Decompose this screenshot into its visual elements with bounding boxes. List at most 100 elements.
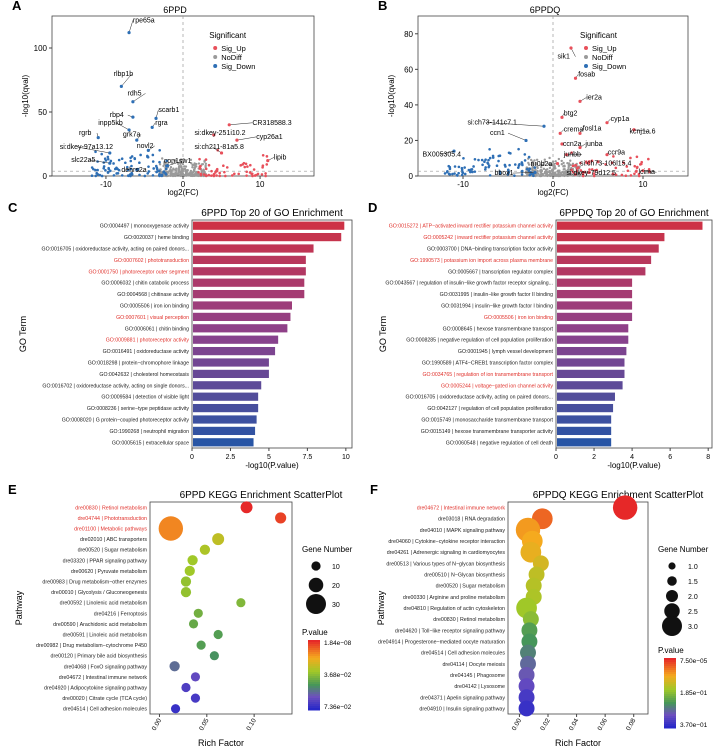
point-sig-up [237,172,240,176]
point-nodiff [193,162,196,165]
point-sig-down [498,170,502,173]
go-term-label: GO:0007602 | phototransduction [114,258,189,264]
label-leader [485,122,545,127]
go-bar [193,324,288,333]
point-sig-down [154,164,158,168]
pathway-point [612,495,638,520]
label-leader [440,150,455,155]
gene-label: nr0b2a [531,161,553,168]
y-axis-label: Pathway [376,590,386,625]
go-term-label: GO:0043567 | regulation of insulin−like … [385,281,553,287]
point-sig-down [94,150,97,154]
point-nodiff [185,169,188,172]
point-nodiff [169,166,173,169]
point-nodiff [554,160,557,163]
size-legend-title: Gene Number [302,545,353,554]
gene-label: si:ch73-106l15.4 [580,160,631,167]
point-sig-up [212,172,216,176]
color-legend-swatch [308,690,320,693]
point-sig-down [151,174,155,177]
point-sig-down [457,165,461,169]
gene-label: rpe65a [133,17,155,24]
point-nodiff [539,166,543,169]
point-sig-up [197,170,200,174]
point-nodiff [568,174,571,177]
point-nodiff [548,169,551,173]
point-nodiff [562,161,565,165]
labelled-point [219,151,224,155]
go-term-label: GO:0042127 | regulation of cell populati… [427,406,553,412]
point-sig-up [250,172,254,176]
point-sig-down [462,157,465,160]
color-legend-label: 1.85e−01 [680,690,708,697]
color-legend-swatch [308,702,320,705]
pathway-label: dre04261 | Adrenergic signaling in cardi… [387,550,506,556]
pathway-label: dre04114 | Oocyte meiosis [442,662,505,668]
go-bar [557,392,615,401]
point-sig-down [164,173,168,176]
point-sig-up [629,156,632,160]
point-sig-down [165,159,168,163]
point-nodiff [190,162,193,165]
point-sig-down [497,159,500,163]
color-legend-swatch [308,646,320,649]
point-sig-up [612,155,615,158]
pathway-point [518,700,535,717]
labelled-point [605,121,609,125]
labelled-point [605,153,609,157]
go-term-label: GO:0004568 | chitinase activity [117,292,189,298]
point-nodiff [160,157,164,160]
plot-frame [191,219,353,449]
go-term-label: GO:0008285 | negative regulation of cell… [406,338,553,344]
go-term-label: GO:0031995 | insulin−like growth factor … [440,292,553,298]
go-term-label: GO:0005506 | iron ion binding [120,304,189,310]
point-sig-up [199,173,203,177]
point-sig-down [109,169,112,173]
point-nodiff [531,165,534,169]
go-term-label: GO:0015272 | ATP−activated inward rectif… [389,224,554,230]
pathway-label: dre04620 | Toll−like receptor signaling … [395,628,505,634]
point-nodiff [542,163,545,167]
point-nodiff [193,164,197,167]
pathway-point [180,576,192,587]
go-term-label: GO:0031994 | insulin−like growth factor … [441,304,553,310]
point-sig-down [90,174,94,178]
point-sig-down [472,165,475,168]
pathway-label: dre00520 | Sugar metabolism [78,548,148,554]
labelled-point [108,151,112,155]
pathway-label: dre04514 | Cell adhesion molecules [421,651,505,657]
point-nodiff [177,165,181,168]
point-nodiff [551,160,555,164]
y-tick-label: 0 [409,172,414,181]
point-sig-down [120,174,124,177]
point-nodiff [162,164,165,168]
gene-label: BX005305.4 [423,151,462,158]
legend-marker [213,64,218,68]
point-sig-up [198,165,202,168]
go-term-label: GO:0001945 | lymph vessel development [458,349,554,355]
point-sig-down [498,172,502,176]
point-nodiff [195,174,199,177]
point-sig-down [129,159,133,163]
pathway-point [213,629,223,640]
go-bar [193,244,314,253]
point-nodiff [527,163,531,166]
label-leader [512,172,536,174]
pathway-label: dre00983 | Drug metabolism−other enzymes [42,580,147,586]
point-sig-up [215,174,218,177]
size-legend-marker [308,577,324,593]
gene-label: ccr9a [608,150,625,157]
point-sig-up [204,167,208,171]
point-sig-down [486,162,490,165]
color-legend-swatch [664,706,676,709]
size-legend-marker [667,576,677,586]
go-bar [557,301,633,310]
labelled-point [146,148,150,152]
go-term-label: GO:0015749 | monosaccharide transmembran… [421,418,553,424]
pathway-point [184,565,195,577]
go-term-label: GO:0016702 | oxidoreductase activity, ac… [42,383,189,389]
point-nodiff [549,163,552,167]
pathway-label: dre04910 | Insulin signaling pathway [419,706,505,712]
pathway-label: dre04068 | FoxO signaling pathway [64,664,148,670]
point-sig-up [207,173,211,177]
